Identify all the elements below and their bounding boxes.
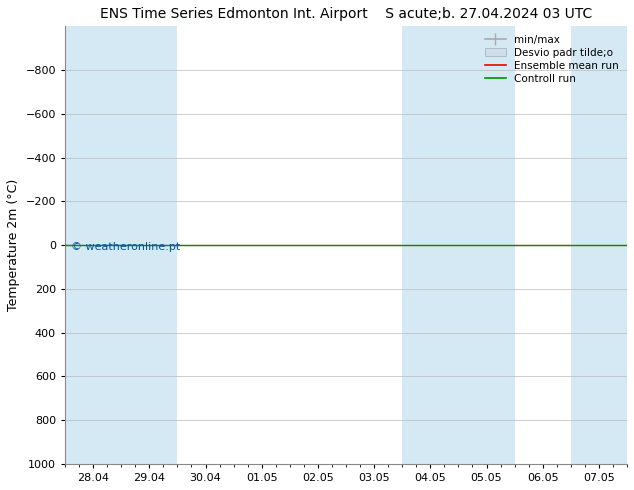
Text: © weatheronline.pt: © weatheronline.pt xyxy=(70,243,180,252)
Bar xyxy=(402,26,458,464)
Bar xyxy=(458,26,515,464)
Legend: min/max, Desvio padr tilde;o, Ensemble mean run, Controll run: min/max, Desvio padr tilde;o, Ensemble m… xyxy=(482,31,622,87)
Title: ENS Time Series Edmonton Int. Airport    S acute;b. 27.04.2024 03 UTC: ENS Time Series Edmonton Int. Airport S … xyxy=(100,7,592,21)
Bar xyxy=(121,26,178,464)
Bar xyxy=(571,26,627,464)
Bar xyxy=(65,26,121,464)
Y-axis label: Temperature 2m (°C): Temperature 2m (°C) xyxy=(7,179,20,311)
